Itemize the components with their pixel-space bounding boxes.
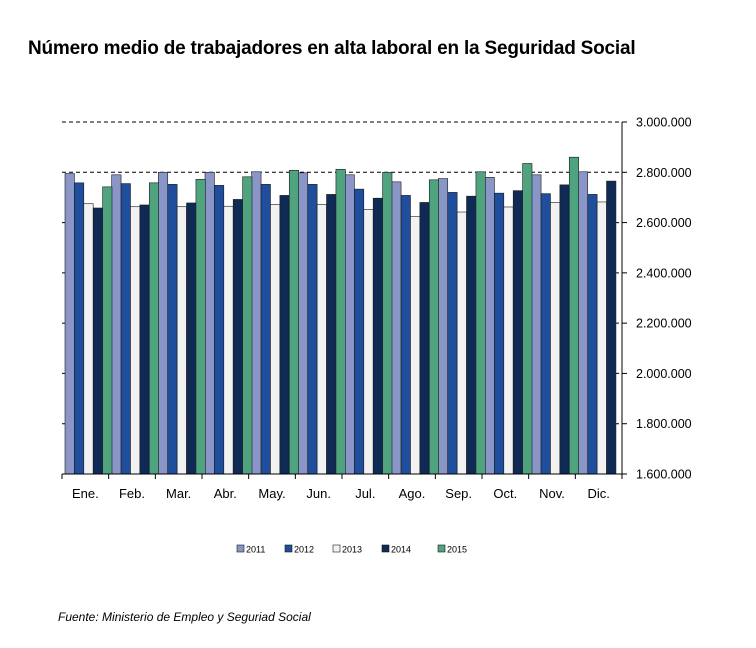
y-tick-label: 2.800.000 (636, 166, 692, 180)
bar-2014-Nov. (559, 184, 570, 475)
legend-label-2015: 2015 (447, 545, 467, 555)
legend-swatch-2014 (381, 544, 390, 553)
bar-2014-Abr. (232, 199, 243, 475)
legend: 2011 2012 2013 2014 2015 (236, 544, 467, 555)
bar-2012-Oct. (494, 192, 505, 475)
x-tick-label: Ago. (399, 486, 426, 501)
bar-2015-Nov. (568, 156, 579, 475)
bar-2013-May. (270, 204, 281, 475)
bar-2012-Ene. (74, 182, 85, 475)
bar-2011-Abr. (204, 171, 215, 475)
legend-swatch-2015 (437, 544, 446, 553)
x-tick-label: Sep. (445, 486, 472, 501)
bar-2014-Ene. (92, 207, 103, 475)
legend-label-2013: 2013 (342, 545, 362, 555)
bar-2013-Ene. (83, 203, 94, 475)
bar-2014-Jun. (326, 194, 337, 475)
bar-2014-Dic. (606, 180, 617, 475)
x-tick-label: Nov. (539, 486, 565, 501)
bar-2011-Jul. (344, 174, 355, 475)
bar-2015-Mar. (195, 179, 206, 475)
x-tick-label: Mar. (166, 486, 191, 501)
bar-2012-Jul. (354, 188, 365, 475)
bar-2014-Ago. (419, 202, 430, 475)
x-tick-label: May. (258, 486, 285, 501)
bar-2012-Sep. (447, 192, 458, 475)
x-tick-labels: Ene. Feb. Mar. Abr. May. Jun. Jul. Ago. Sep. Oct.… (72, 486, 610, 501)
x-tick-label: Ene. (72, 486, 99, 501)
bar-2015-Jun. (335, 168, 346, 475)
source-note: Fuente: Ministerio de Empleo y Seguriad … (58, 610, 311, 624)
bar-2011-Ago. (391, 181, 402, 475)
bar-2013-Feb. (130, 206, 141, 475)
bar-2012-Abr. (214, 185, 225, 475)
y-tick-label: 2.000.000 (636, 367, 692, 381)
bar-2011-Oct. (484, 177, 495, 475)
bar-2013-Jun. (316, 204, 327, 475)
bar-2014-Oct. (512, 190, 523, 475)
bar-2015-Jul. (382, 171, 393, 475)
bar-2011-Feb. (111, 174, 122, 475)
bar-2012-Nov. (540, 193, 551, 475)
y-tick-labels: 1.600.000 1.800.000 2.000.000 2.200.000 2.40… (636, 116, 692, 482)
bar-2015-Ene. (102, 186, 113, 475)
bar-2014-Mar. (186, 202, 197, 475)
axes (61, 121, 627, 479)
bar-2015-May. (288, 169, 299, 475)
y-tick-label: 1.600.000 (636, 468, 692, 482)
chart-title: Número medio de trabajadores en alta lab… (28, 38, 636, 59)
y-tick-label: 3.000.000 (636, 116, 692, 130)
bar-2014-Feb. (139, 204, 150, 475)
legend-label-2011: 2011 (246, 545, 265, 555)
bar-2013-Nov. (550, 202, 561, 475)
bar-2012-Dic. (587, 194, 598, 475)
bar-2013-Oct. (503, 206, 514, 475)
bar-2011-Dic. (578, 171, 589, 475)
bar-2015-Abr. (242, 176, 253, 475)
legend-swatch-2011 (236, 544, 245, 553)
legend-swatch-2012 (284, 544, 293, 553)
bar-2013-Jul. (363, 209, 374, 475)
bar-2014-May. (279, 195, 290, 475)
bar-2011-Nov. (531, 174, 542, 475)
y-tick-label: 2.600.000 (636, 216, 692, 230)
legend-label-2012: 2012 (294, 545, 314, 555)
bar-2013-Sep. (456, 211, 467, 475)
x-tick-label: Jun. (306, 486, 331, 501)
bar-2011-Ene. (64, 173, 75, 475)
y-tick-label: 2.200.000 (636, 317, 692, 331)
bar-2012-May. (260, 184, 271, 475)
x-tick-label: Abr. (214, 486, 237, 501)
bar-2012-Ago. (400, 195, 411, 475)
bar-2015-Feb. (148, 182, 159, 475)
bar-2012-Mar. (167, 184, 178, 475)
y-tick-label: 1.800.000 (636, 417, 692, 431)
x-tick-label: Dic. (587, 486, 609, 501)
bar-2015-Oct. (522, 163, 533, 475)
y-tick-label: 2.400.000 (636, 266, 692, 280)
bar-2012-Feb. (120, 183, 131, 475)
bar-2011-Jun. (298, 172, 309, 475)
x-tick-label: Feb. (119, 486, 145, 501)
x-tick-label: Jul. (355, 486, 375, 501)
bar-2014-Jul. (372, 197, 383, 475)
bar-2013-Dic. (596, 201, 607, 475)
legend-label-2014: 2014 (391, 545, 411, 555)
bar-2011-Mar. (158, 171, 169, 475)
bar-2011-May. (251, 171, 262, 475)
bar-2011-Sep. (438, 178, 449, 475)
bars (64, 156, 617, 475)
bar-2013-Ago. (410, 215, 421, 475)
bar-2015-Ago. (428, 179, 439, 475)
bar-2012-Jun. (307, 184, 318, 475)
bar-2014-Sep. (466, 195, 477, 475)
bar-2015-Sep. (475, 171, 486, 475)
legend-swatch-2013 (332, 544, 341, 553)
bar-2013-Mar. (176, 206, 187, 475)
x-tick-label: Oct. (493, 486, 517, 501)
bar-2013-Abr. (223, 205, 234, 475)
